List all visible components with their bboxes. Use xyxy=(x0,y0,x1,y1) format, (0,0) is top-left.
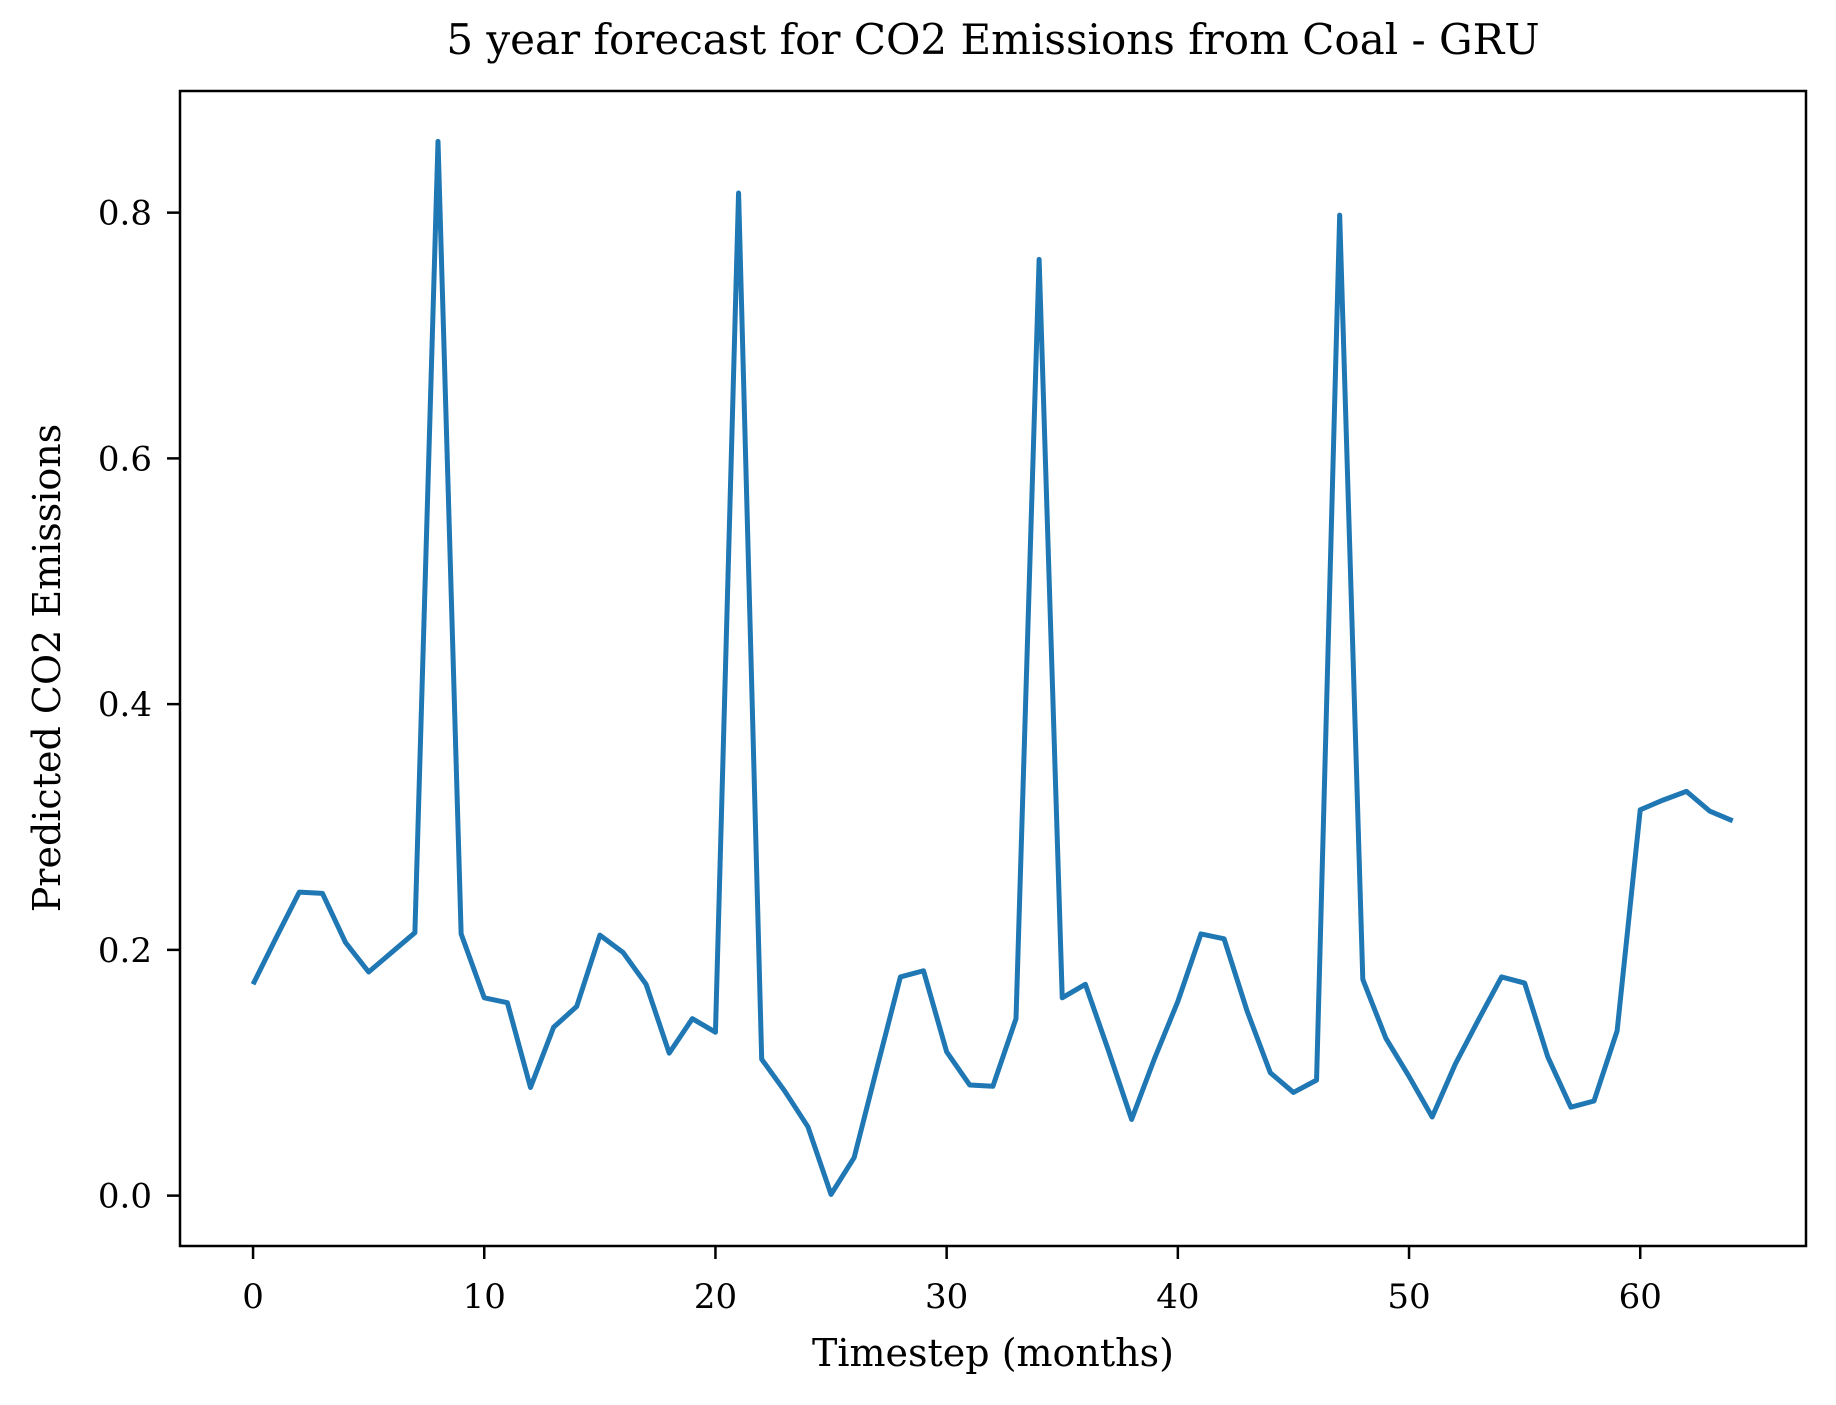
x-tick-label: 0 xyxy=(242,1277,264,1317)
y-tick-label: 0.6 xyxy=(98,439,152,479)
y-tick-label: 0.8 xyxy=(98,194,152,234)
x-tick-label: 20 xyxy=(694,1277,737,1317)
x-tick-label: 10 xyxy=(463,1277,506,1317)
x-axis-label: Timestep (months) xyxy=(812,1331,1174,1375)
y-tick-label: 0.4 xyxy=(98,685,152,725)
x-tick-label: 60 xyxy=(1619,1277,1662,1317)
y-tick-label: 0.0 xyxy=(98,1177,152,1217)
x-axis-ticks: 0 10 20 30 40 50 60 xyxy=(242,1246,1662,1317)
y-axis-ticks: 0.0 0.2 0.4 0.6 0.8 xyxy=(98,194,180,1217)
chart-title: 5 year forecast for CO2 Emissions from C… xyxy=(446,15,1539,64)
y-axis-label: Predicted CO2 Emissions xyxy=(25,424,69,913)
x-tick-label: 30 xyxy=(925,1277,968,1317)
forecast-line xyxy=(250,138,1734,1197)
x-tick-label: 50 xyxy=(1387,1277,1430,1317)
y-tick-label: 0.2 xyxy=(98,931,152,971)
axes-spines xyxy=(178,89,1808,1248)
x-tick-label: 40 xyxy=(1156,1277,1199,1317)
